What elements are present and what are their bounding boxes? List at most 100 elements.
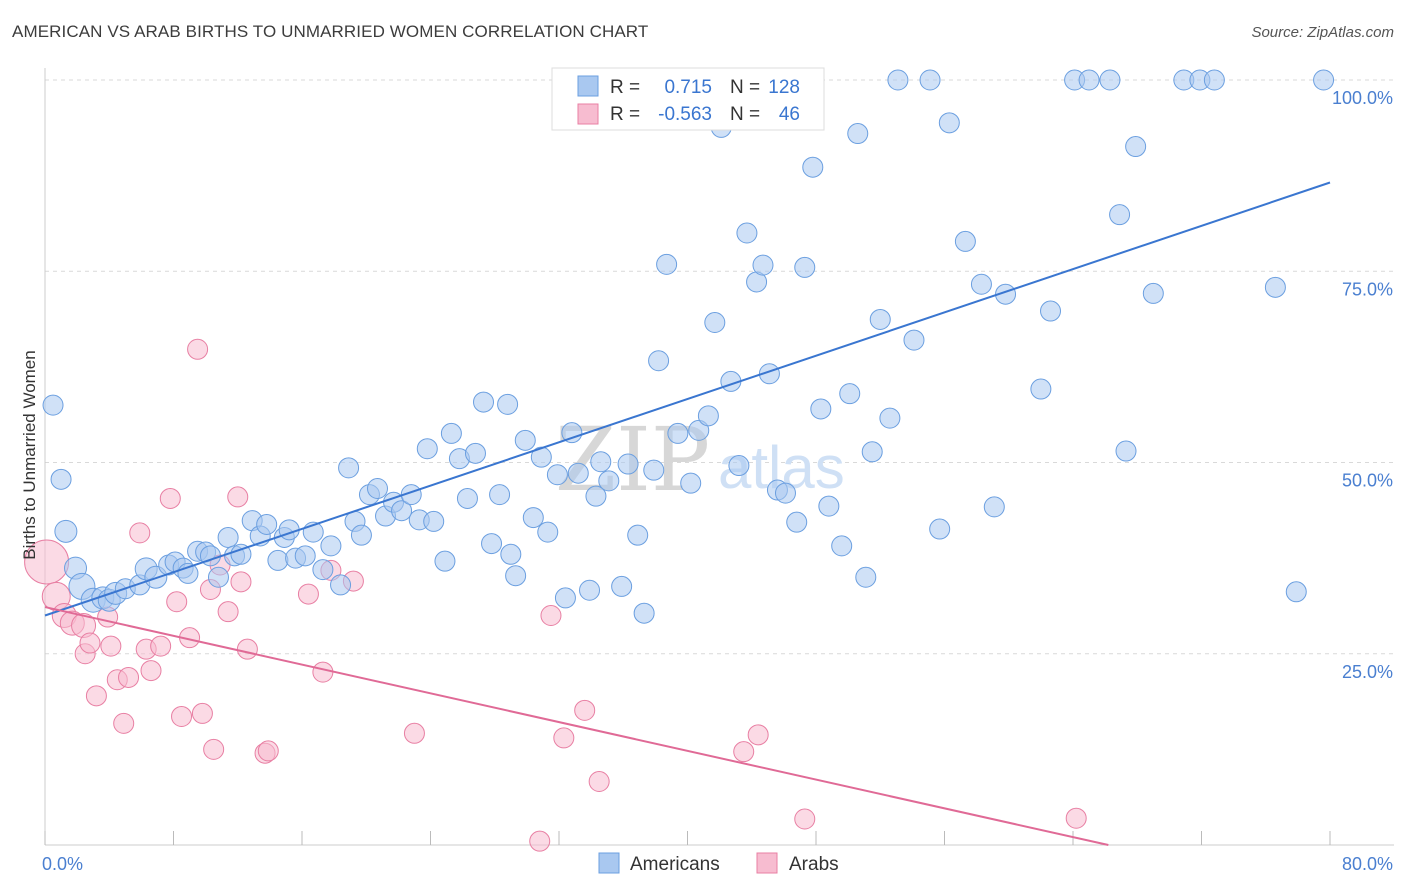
arab-point-37 bbox=[529, 830, 551, 852]
american-point-48 bbox=[434, 550, 456, 572]
legend-n-label-2: N = bbox=[730, 104, 760, 125]
legend-r-value-1: 0.715 bbox=[664, 77, 712, 98]
arab-point-26 bbox=[217, 601, 239, 623]
american-point-127 bbox=[500, 543, 522, 565]
arab-point-15 bbox=[140, 660, 162, 682]
american-point-49 bbox=[440, 422, 462, 444]
american-point-116 bbox=[1099, 69, 1121, 91]
arab-point-16 bbox=[150, 635, 172, 657]
american-trend-line bbox=[44, 181, 1331, 617]
x-tick-label-0: 0.0% bbox=[42, 854, 83, 874]
american-point-21 bbox=[217, 526, 239, 548]
arab-point-6 bbox=[79, 632, 101, 654]
american-point-77 bbox=[667, 422, 689, 444]
american-point-73 bbox=[633, 602, 655, 624]
american-point-93 bbox=[802, 156, 824, 178]
american-point-99 bbox=[855, 566, 877, 588]
arab-point-27 bbox=[227, 486, 249, 508]
american-point-47 bbox=[423, 510, 445, 532]
american-point-120 bbox=[1142, 282, 1164, 304]
american-point-59 bbox=[522, 507, 544, 529]
american-point-81 bbox=[704, 312, 726, 334]
arab-point-32 bbox=[297, 583, 319, 605]
american-point-54 bbox=[481, 533, 503, 555]
legend-r-value-2: -0.563 bbox=[658, 104, 712, 125]
arab-point-22 bbox=[191, 702, 213, 724]
x-tick-label-1: 80.0% bbox=[1342, 854, 1393, 874]
american-point-23 bbox=[230, 543, 252, 565]
american-point-117 bbox=[1109, 204, 1131, 226]
legend-n-value-1: 128 bbox=[768, 77, 800, 98]
arab-points bbox=[24, 338, 1087, 852]
legend-swatch-arabs bbox=[577, 103, 599, 125]
american-point-55 bbox=[489, 484, 511, 506]
american-point-95 bbox=[818, 495, 840, 517]
american-point-26 bbox=[256, 513, 278, 535]
arab-point-19 bbox=[171, 705, 193, 727]
american-point-34 bbox=[320, 535, 342, 557]
american-point-1 bbox=[50, 468, 72, 490]
bottom-legend-arabs: Arabs bbox=[789, 854, 839, 875]
american-point-102 bbox=[879, 407, 901, 429]
american-point-74 bbox=[643, 459, 665, 481]
american-point-98 bbox=[847, 123, 869, 145]
arab-point-45 bbox=[540, 605, 562, 626]
american-point-53 bbox=[473, 391, 495, 413]
american-points bbox=[42, 69, 1335, 624]
american-point-118 bbox=[1115, 440, 1137, 462]
american-point-80 bbox=[697, 405, 719, 427]
y-tick-label-3: 100.0% bbox=[1332, 88, 1393, 108]
american-point-68 bbox=[590, 451, 612, 473]
american-point-65 bbox=[567, 462, 589, 484]
american-point-84 bbox=[728, 455, 750, 477]
grid-lines bbox=[45, 79, 1394, 655]
arab-point-33 bbox=[312, 661, 334, 683]
american-point-107 bbox=[938, 112, 960, 134]
arab-point-9 bbox=[100, 635, 122, 657]
legend: R = 0.715 N = 128 R = -0.563 N = 46 bbox=[551, 67, 825, 131]
american-point-78 bbox=[680, 472, 702, 494]
american-point-52 bbox=[464, 442, 486, 464]
arab-point-17 bbox=[159, 487, 181, 509]
american-point-103 bbox=[887, 69, 909, 91]
american-point-0 bbox=[42, 394, 64, 416]
arab-point-24 bbox=[203, 738, 225, 760]
american-point-40 bbox=[366, 478, 388, 500]
american-point-71 bbox=[617, 453, 639, 475]
arab-point-36 bbox=[403, 722, 425, 744]
american-point-96 bbox=[831, 535, 853, 557]
american-point-90 bbox=[774, 482, 796, 504]
american-point-69 bbox=[598, 470, 620, 492]
american-point-66 bbox=[579, 579, 601, 601]
american-point-63 bbox=[554, 587, 576, 609]
american-point-115 bbox=[1078, 69, 1100, 91]
x-tick-labels: 0.0% 80.0% bbox=[42, 854, 1393, 874]
arab-point-31 bbox=[257, 740, 279, 762]
american-point-87 bbox=[752, 254, 774, 276]
american-point-101 bbox=[869, 308, 891, 330]
bottom-legend-swatch-americans bbox=[598, 852, 620, 874]
american-point-20 bbox=[207, 566, 229, 588]
trend-lines bbox=[44, 181, 1331, 846]
american-point-61 bbox=[537, 521, 559, 543]
american-point-46 bbox=[416, 438, 438, 460]
american-point-79 bbox=[688, 419, 710, 441]
y-axis-label: Births to Unmarried Women bbox=[20, 350, 39, 559]
american-point-106 bbox=[929, 518, 951, 540]
american-point-126 bbox=[1285, 581, 1307, 603]
arab-point-39 bbox=[574, 699, 596, 721]
american-point-124 bbox=[1264, 276, 1286, 298]
arab-point-44 bbox=[1065, 807, 1087, 829]
y-tick-labels: 25.0% 50.0% 75.0% 100.0% bbox=[1332, 88, 1393, 682]
american-point-108 bbox=[954, 230, 976, 252]
legend-n-label-1: N = bbox=[730, 77, 760, 98]
american-point-119 bbox=[1125, 136, 1147, 158]
y-tick-label-1: 50.0% bbox=[1342, 471, 1393, 491]
american-point-51 bbox=[456, 487, 478, 509]
american-point-35 bbox=[330, 574, 352, 596]
axes bbox=[44, 68, 1394, 846]
source-label: Source: ZipAtlas.com bbox=[1251, 24, 1394, 41]
american-point-92 bbox=[794, 256, 816, 278]
y-tick-label-0: 25.0% bbox=[1342, 662, 1393, 682]
